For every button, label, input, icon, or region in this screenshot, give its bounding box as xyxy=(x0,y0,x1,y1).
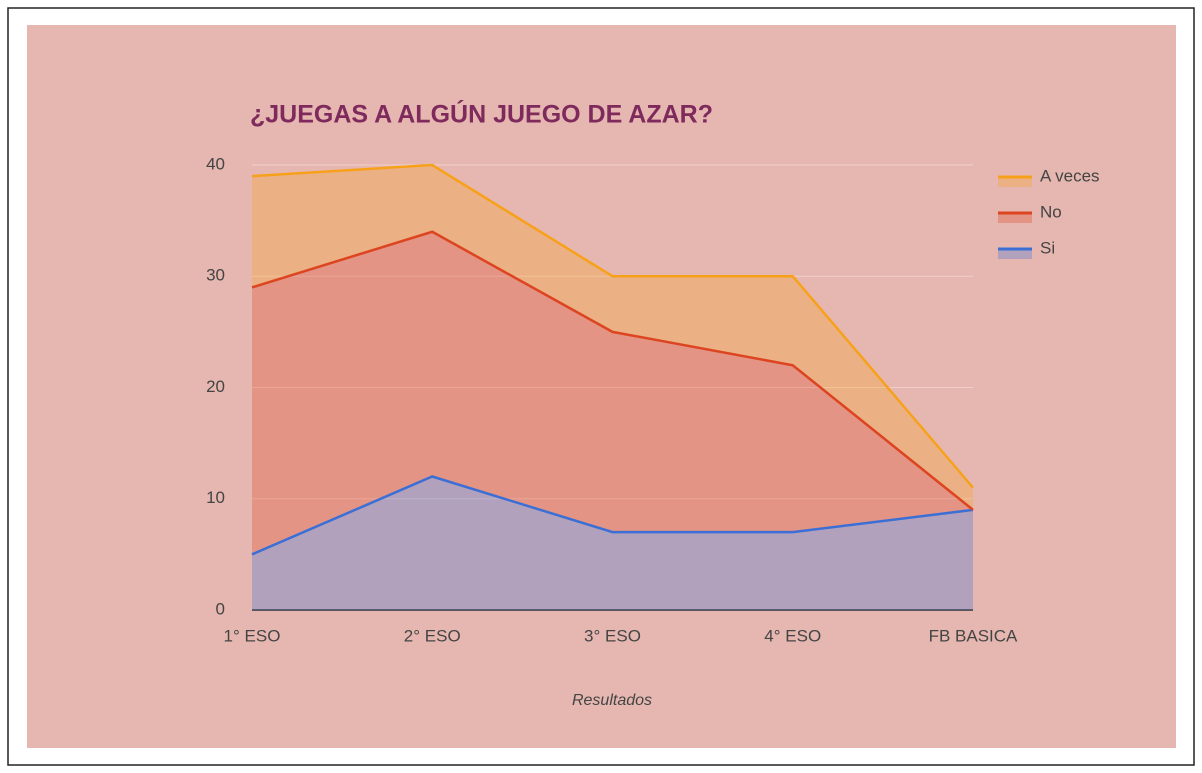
x-tick-label: 1° ESO xyxy=(224,626,281,645)
legend-swatch xyxy=(998,177,1032,187)
y-tick-label: 0 xyxy=(216,599,225,618)
legend-label: A veces xyxy=(1040,166,1100,185)
y-tick-label: 10 xyxy=(206,488,225,507)
x-tick-label: 2° ESO xyxy=(404,626,461,645)
x-tick-label: FB BASICA xyxy=(929,626,1018,645)
y-tick-label: 20 xyxy=(206,377,225,396)
y-tick-label: 30 xyxy=(206,266,225,285)
legend-swatch xyxy=(998,213,1032,223)
chart-background xyxy=(27,25,1176,748)
legend-label: Si xyxy=(1040,238,1055,257)
x-axis-label: Resultados xyxy=(572,692,652,709)
area-fill xyxy=(252,476,973,610)
x-tick-label: 4° ESO xyxy=(764,626,821,645)
area-fill xyxy=(252,165,973,510)
area-line xyxy=(251,475,974,556)
legend-label: No xyxy=(1040,202,1062,221)
area-line xyxy=(251,163,974,489)
y-tick-label: 40 xyxy=(206,154,225,173)
legend-swatch xyxy=(998,249,1032,259)
area-line xyxy=(251,230,974,511)
x-tick-label: 3° ESO xyxy=(584,626,641,645)
chart-title: ¿JUEGAS A ALGÚN JUEGO DE AZAR? xyxy=(250,99,713,129)
area-fill xyxy=(252,231,973,555)
